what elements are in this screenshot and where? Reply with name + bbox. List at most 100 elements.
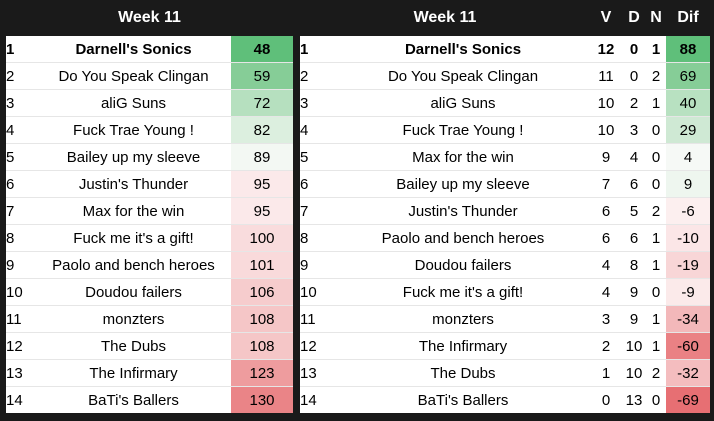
losses-cell: 9 [622,278,646,306]
standings-header: Week 11 V D N Dif [300,0,710,36]
draws-cell: 1 [646,224,666,252]
column-header-n: N [650,9,662,26]
rank-cell: 14 [6,391,23,409]
column-header-dif: Dif [677,9,699,26]
rank-cell: 13 [300,359,336,387]
table-row: 6 Bailey up my sleeve 7 6 0 9 [300,170,710,198]
table-row: 13 The Infirmary 123 [6,359,293,387]
score-cell: 108 [231,305,293,333]
rank-cell: 3 [6,89,36,117]
team-name-cell: Do You Speak Clingan [36,62,231,90]
team-name-cell: Max for the win [336,143,590,171]
score-cell: 48 [231,36,293,63]
team-name-cell: Fuck Trae Young ! [336,116,590,144]
difference-cell: -34 [666,305,710,333]
table-row: 14 BaTi's Ballers 0 13 0 -69 [300,386,710,413]
losses-cell: 8 [622,251,646,279]
losses-cell: 2 [622,89,646,117]
table-row: 8 Fuck me it's a gift! 100 [6,224,293,252]
draws-cell: 1 [646,36,666,63]
rank-cell: 7 [6,197,36,225]
draws-cell: 0 [646,278,666,306]
draws-cell: 0 [646,143,666,171]
table-row: 7 Max for the win 95 [6,197,293,225]
rank-cell: 4 [300,116,336,144]
rank-cell: 7 [300,197,336,225]
team-name-cell: Bailey up my sleeve [36,143,231,171]
score-cell: 106 [231,278,293,306]
losses-cell: 6 [622,170,646,198]
table-row: 11 monzters 3 9 1 -34 [300,305,710,333]
losses-cell: 6 [622,224,646,252]
rank-cell: 9 [300,251,336,279]
score-cell: 101 [231,251,293,279]
table-row: 9 Paolo and bench heroes 101 [6,251,293,279]
team-name-cell: Fuck me it's a gift! [36,224,231,252]
rank-cell: 3 [300,89,336,117]
losses-cell: 9 [622,305,646,333]
difference-cell: -69 [666,386,710,413]
rank-cell: 8 [300,224,336,252]
table-row: 10 Fuck me it's a gift! 4 9 0 -9 [300,278,710,306]
losses-cell: 10 [622,332,646,360]
table-row: 8 Paolo and bench heroes 6 6 1 -10 [300,224,710,252]
draws-cell: 0 [651,391,661,409]
score-cell: 95 [231,197,293,225]
losses-cell: 10 [622,359,646,387]
team-name-cell: Darnell's Sonics [336,36,590,63]
column-header-d: D [628,9,640,26]
team-name-cell: Darnell's Sonics [36,36,231,63]
weekly-score-header: Week 11 [6,0,293,36]
rank-cell: 2 [300,62,336,90]
table-row: 5 Max for the win 9 4 0 4 [300,143,710,171]
column-header-v: V [600,9,612,26]
rank-cell: 2 [6,62,36,90]
losses-cell: 5 [622,197,646,225]
rank-cell: 12 [300,332,336,360]
table-row: 12 The Infirmary 2 10 1 -60 [300,332,710,360]
wins-cell: 10 [590,116,622,144]
rank-cell: 1 [6,36,36,63]
standings-panel: Week 11 V D N Dif 1 Darnell's Sonics 12 0 1 8… [300,0,710,413]
table-row: 5 Bailey up my sleeve 89 [6,143,293,171]
week-title: Week 11 [118,9,181,26]
score-cell: 123 [231,359,293,387]
draws-cell: 1 [646,89,666,117]
score-cell: 108 [231,332,293,360]
team-name-cell: Justin's Thunder [336,197,590,225]
score-cell: 72 [231,89,293,117]
difference-cell: 40 [666,89,710,117]
wins-cell: 4 [590,251,622,279]
rank-cell: 10 [300,278,336,306]
rank-cell: 9 [6,251,36,279]
weekly-score-panel: Week 11 1 Darnell's Sonics 48 2 Do You Speak… [6,0,293,413]
team-name-cell: aliG Suns [336,89,590,117]
rank-cell: 4 [6,116,36,144]
rank-cell: 8 [6,224,36,252]
wins-cell: 12 [590,36,622,63]
rank-cell: 13 [6,359,36,387]
rank-cell: 6 [6,170,36,198]
table-row: 4 Fuck Trae Young ! 10 3 0 29 [300,116,710,144]
wins-cell: 7 [590,170,622,198]
team-name-cell: monzters [36,305,231,333]
losses-cell: 0 [622,62,646,90]
losses-cell: 13 [625,391,643,409]
difference-cell: -60 [666,332,710,360]
team-name-cell: Max for the win [36,197,231,225]
difference-cell: 29 [666,116,710,144]
wins-cell: 0 [601,391,611,409]
rank-cell: 1 [300,36,336,63]
difference-cell: 69 [666,62,710,90]
team-name-cell: Fuck me it's a gift! [336,278,590,306]
team-name-cell: BaTi's Ballers [88,391,179,409]
rank-cell: 11 [6,305,36,333]
draws-cell: 1 [646,251,666,279]
losses-cell: 0 [622,36,646,63]
score-cell: 89 [231,143,293,171]
losses-cell: 4 [622,143,646,171]
standings-table: 1 Darnell's Sonics 12 0 1 88 2 Do You Speak Cli… [300,36,710,413]
week-title: Week 11 [413,9,477,26]
score-cell: 100 [231,224,293,252]
team-name-cell: The Dubs [336,359,590,387]
